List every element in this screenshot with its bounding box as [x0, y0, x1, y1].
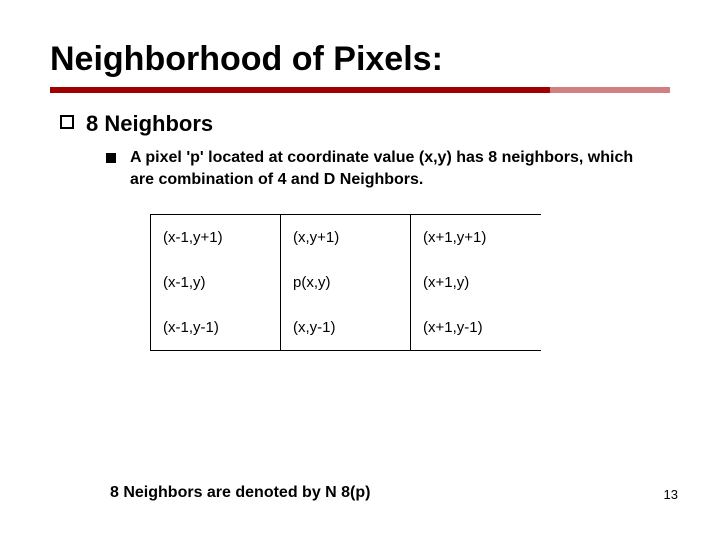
underline-primary [50, 87, 550, 93]
section-body-row: A pixel 'p' located at coordinate value … [106, 147, 670, 190]
title-underline [50, 87, 670, 93]
table-cell-center: p(x,y) [281, 260, 411, 305]
hollow-square-bullet-icon [60, 115, 74, 129]
table-cell: (x+1,y) [411, 260, 541, 305]
table-cell: (x+1,y+1) [411, 215, 541, 261]
table-cell: (x+1,y-1) [411, 305, 541, 351]
table-row: (x-1,y-1) (x,y-1) (x+1,y-1) [151, 305, 541, 351]
section-body-text: A pixel 'p' located at coordinate value … [130, 147, 650, 190]
section-heading-row: 8 Neighbors [60, 111, 670, 137]
filled-square-bullet-icon [106, 153, 116, 163]
section-heading: 8 Neighbors [86, 111, 213, 137]
neighbor-table-wrap: (x-1,y+1) (x,y+1) (x+1,y+1) (x-1,y) p(x,… [150, 214, 670, 351]
table-cell: (x,y+1) [281, 215, 411, 261]
underline-secondary [550, 87, 670, 93]
table-cell: (x-1,y-1) [151, 305, 281, 351]
neighbor-table: (x-1,y+1) (x,y+1) (x+1,y+1) (x-1,y) p(x,… [150, 214, 541, 351]
table-row: (x-1,y) p(x,y) (x+1,y) [151, 260, 541, 305]
page-number: 13 [664, 487, 678, 502]
footer-note: 8 Neighbors are denoted by N 8(p) [110, 484, 370, 502]
table-cell: (x-1,y) [151, 260, 281, 305]
table-cell: (x-1,y+1) [151, 215, 281, 261]
table-row: (x-1,y+1) (x,y+1) (x+1,y+1) [151, 215, 541, 261]
slide-title: Neighborhood of Pixels: [50, 40, 670, 79]
table-cell: (x,y-1) [281, 305, 411, 351]
